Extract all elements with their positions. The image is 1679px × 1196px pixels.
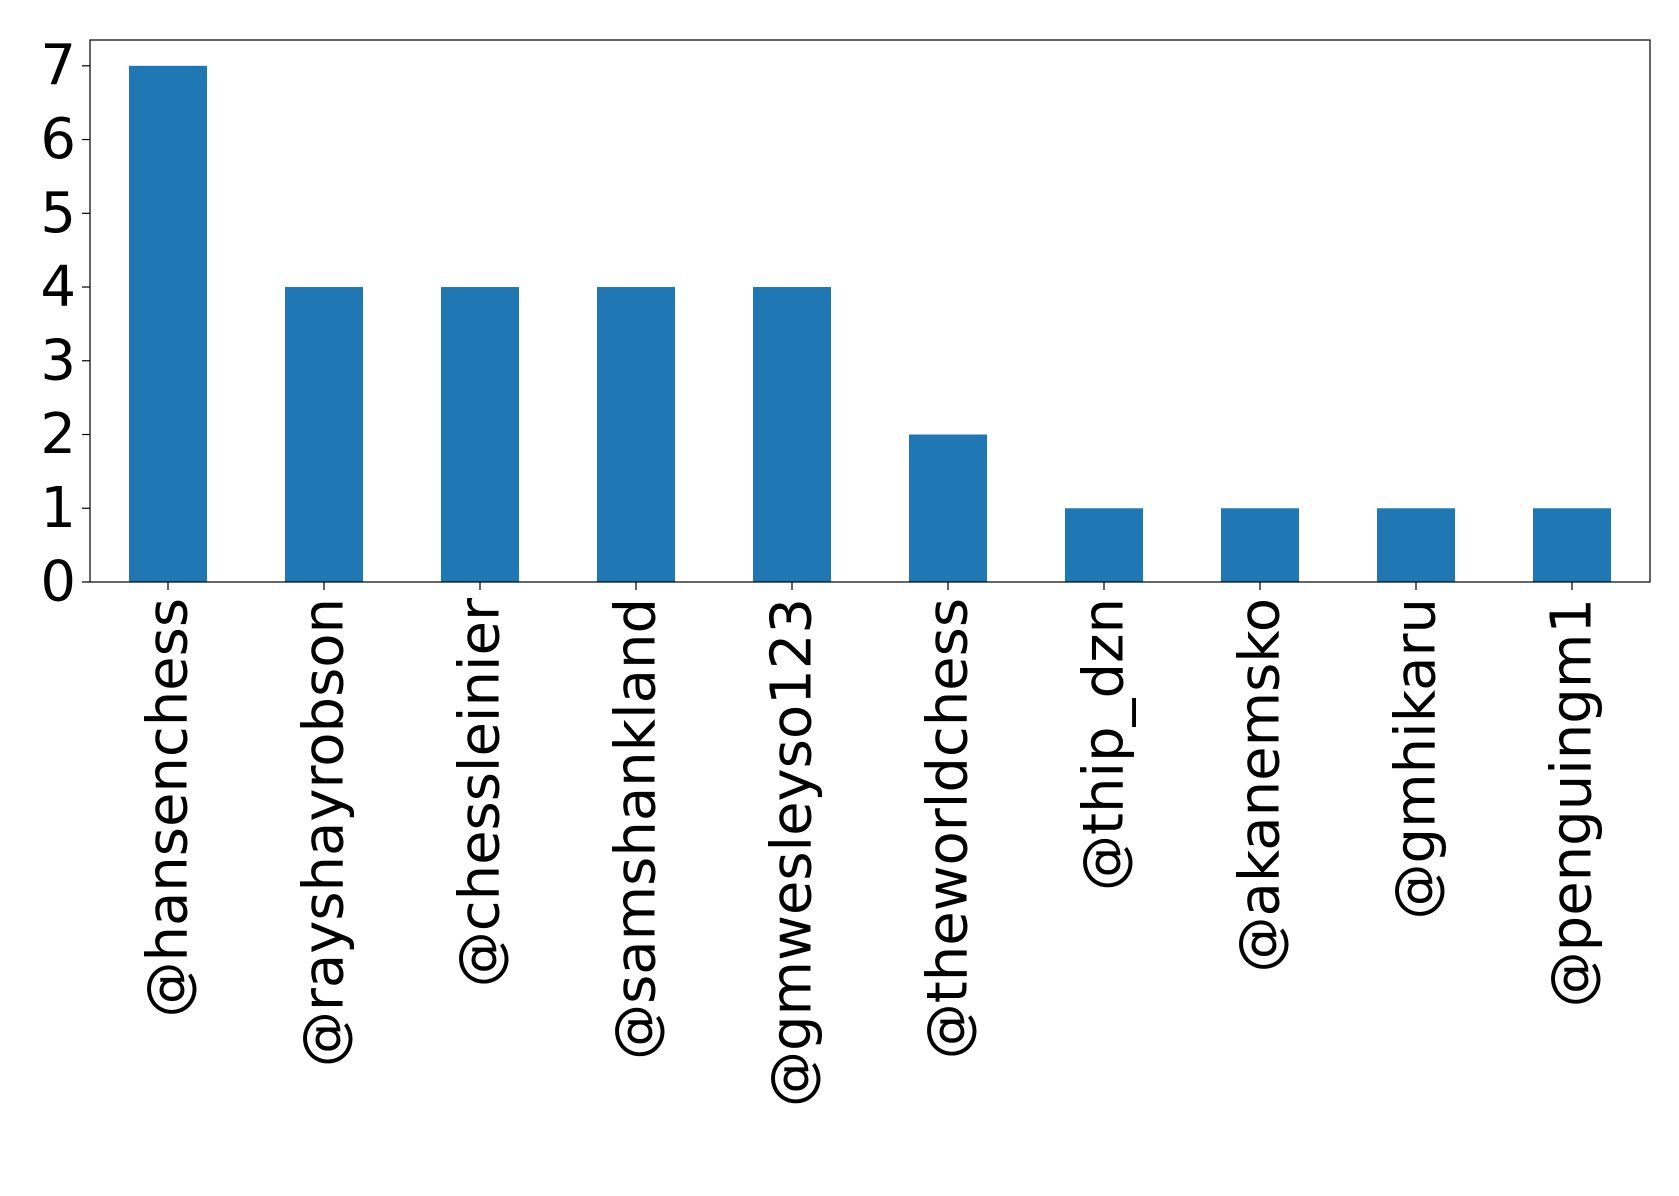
x-tick-label: @rayshayrobson [292, 598, 357, 1067]
x-tick-label: @gmhikaru [1384, 598, 1449, 919]
bar-gmwesleyso123 [753, 287, 831, 582]
y-tick-label: 6 [40, 107, 76, 172]
y-tick-label: 0 [40, 550, 76, 615]
x-tick-label: @samshankland [604, 598, 669, 1060]
y-tick-label: 5 [40, 181, 76, 246]
y-tick-label: 3 [40, 328, 76, 393]
bar-thip-dzn [1065, 508, 1143, 582]
y-tick-label: 2 [40, 402, 76, 467]
y-tick-label: 1 [40, 476, 76, 541]
x-tick-label: @chessleinier [448, 597, 513, 987]
y-tick-label: 7 [40, 33, 76, 98]
x-tick-label: @akanemsko [1228, 598, 1293, 972]
bar-rayshayrobson [285, 287, 363, 582]
bar-penguingm1 [1533, 508, 1611, 582]
x-tick-label: @penguingm1 [1540, 598, 1605, 1007]
bar-gmhikaru [1377, 508, 1455, 582]
x-tick-label: @thip_dzn [1072, 598, 1137, 891]
bar-akanemsko [1221, 508, 1299, 582]
x-tick-label: @hansenchess [136, 598, 201, 1018]
bar-chessleinier [441, 287, 519, 582]
y-tick-label: 4 [40, 255, 76, 320]
x-tick-label: @gmwesleyso123 [760, 598, 825, 1107]
bars-layer [129, 65, 1611, 583]
bar-theworldchess [909, 434, 987, 582]
x-tick-label: @theworldchess [916, 598, 981, 1059]
plot-area-frame [89, 39, 1651, 583]
x-axis: @hansenchess @rayshayrobson @chessleinier @… [136, 582, 1605, 1107]
bar-hansenchess [129, 65, 207, 583]
y-axis: 0 1 2 3 4 5 6 7 [40, 33, 90, 615]
bar-samshankland [597, 287, 675, 582]
